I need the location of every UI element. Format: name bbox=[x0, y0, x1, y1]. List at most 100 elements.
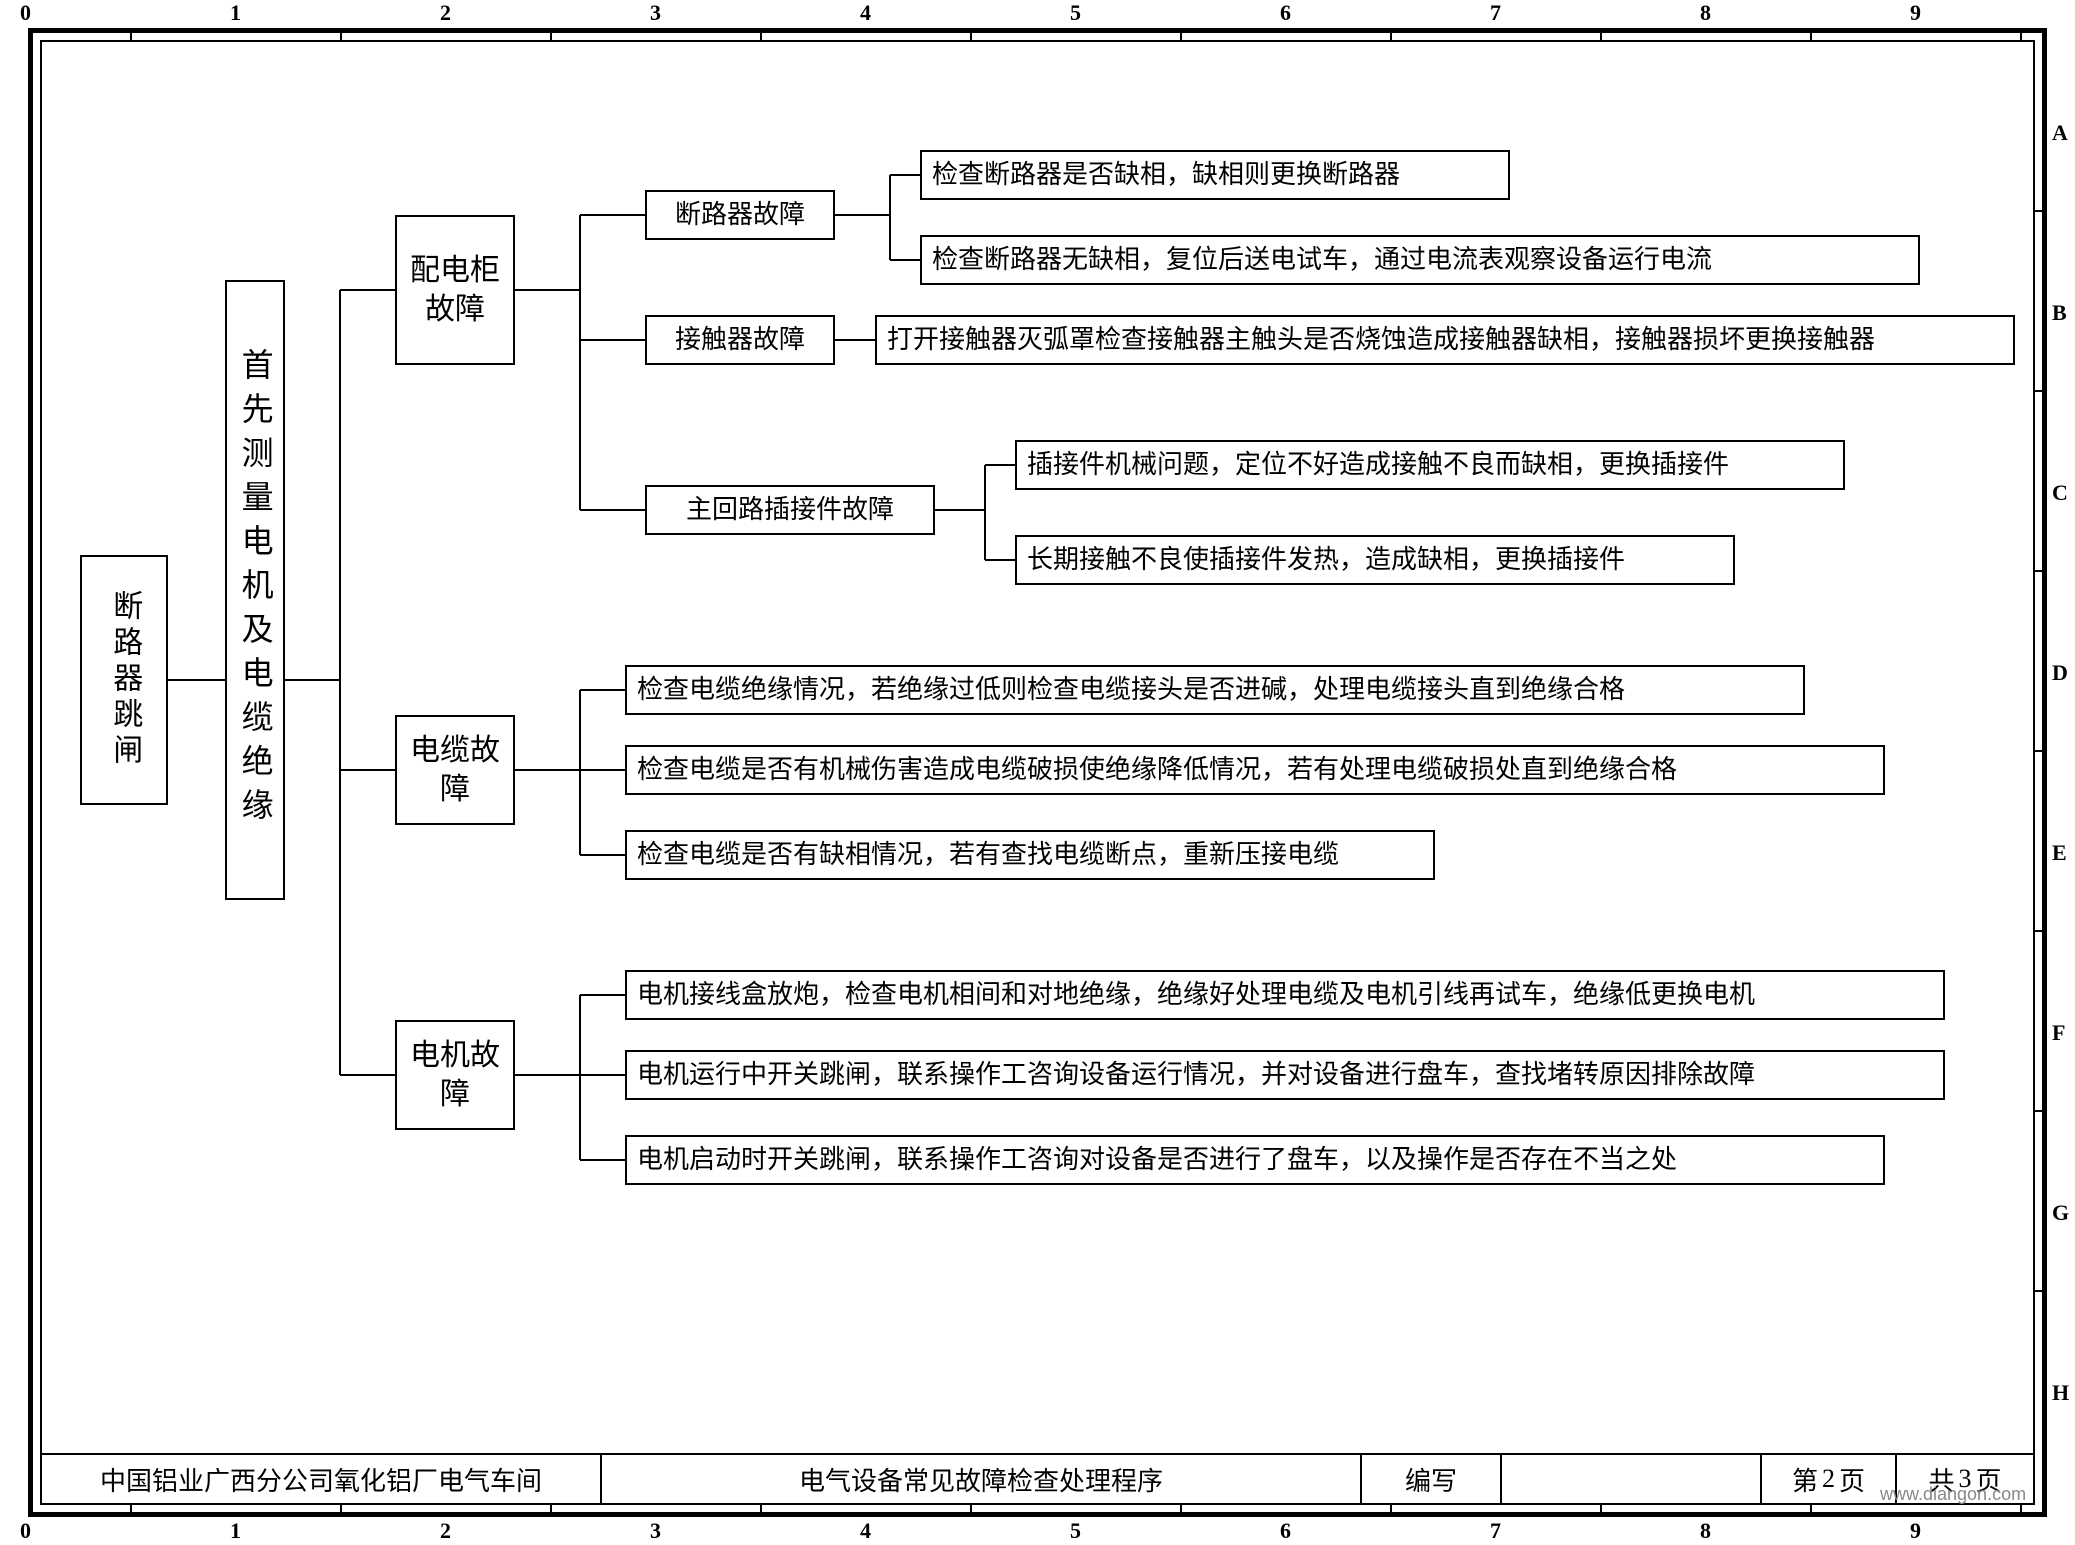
page-prefix: 第 bbox=[1792, 1461, 1818, 1498]
tick bbox=[2033, 1110, 2047, 1112]
title-main: 电气设备常见故障检查处理程序 bbox=[602, 1455, 1362, 1503]
node-sub3-label: 主回路插接件故障 bbox=[686, 492, 894, 527]
leaf-text: 打开接触器灭弧罩检查接触器主触头是否烧蚀造成接触器缺相，接触器损坏更换接触器 bbox=[887, 322, 1875, 357]
leaf-text: 检查电缆绝缘情况，若绝缘过低则检查电缆接头是否进碱，处理电缆接头直到绝缘合格 bbox=[637, 672, 1625, 707]
node-sub2-label: 接触器故障 bbox=[675, 322, 805, 357]
ruler-bot-7: 7 bbox=[1490, 1518, 1501, 1544]
tick bbox=[1600, 28, 1602, 42]
node-b3-leaf1: 电机接线盒放炮，检查电机相间和对地绝缘，绝缘好处理电缆及电机引线再试车，绝缘低更… bbox=[625, 970, 1945, 1020]
node-sub1-label: 断路器故障 bbox=[675, 197, 805, 232]
tick bbox=[1180, 1503, 1182, 1517]
ruler-bot-9: 9 bbox=[1910, 1518, 1921, 1544]
ruler-r-B: B bbox=[2052, 300, 2067, 326]
watermark: www.diangon.com bbox=[1880, 1484, 2026, 1505]
leaf-text: 电机接线盒放炮，检查电机相间和对地绝缘，绝缘好处理电缆及电机引线再试车，绝缘低更… bbox=[637, 977, 1755, 1012]
node-root-label: 断路器跳闸 bbox=[104, 590, 145, 770]
leaf-text: 检查电缆是否有缺相情况，若有查找电缆断点，重新压接电缆 bbox=[637, 837, 1339, 872]
ruler-top-2: 2 bbox=[440, 0, 451, 26]
node-root: 断路器跳闸 bbox=[80, 555, 168, 805]
ruler-top-9: 9 bbox=[1910, 0, 1921, 26]
tick bbox=[130, 1503, 132, 1517]
tick bbox=[550, 1503, 552, 1517]
tick bbox=[1600, 1503, 1602, 1517]
ruler-r-G: G bbox=[2052, 1200, 2069, 1226]
ruler-bot-6: 6 bbox=[1280, 1518, 1291, 1544]
tick bbox=[1810, 28, 1812, 42]
page-num: 2 bbox=[1822, 1464, 1835, 1494]
tick bbox=[2033, 750, 2047, 752]
ruler-bot-1: 1 bbox=[230, 1518, 241, 1544]
node-branch1-label: 配电柜故障 bbox=[407, 251, 503, 329]
node-sub2-leaf1: 打开接触器灭弧罩检查接触器主触头是否烧蚀造成接触器缺相，接触器损坏更换接触器 bbox=[875, 315, 2015, 365]
node-stage1-label: 首先测量电机及电缆绝缘 bbox=[233, 348, 276, 832]
tick bbox=[760, 1503, 762, 1517]
node-sub1-leaf1: 检查断路器是否缺相，缺相则更换断路器 bbox=[920, 150, 1510, 200]
node-b3-leaf2: 电机运行中开关跳闸，联系操作工咨询设备运行情况，并对设备进行盘车，查找堵转原因排… bbox=[625, 1050, 1945, 1100]
ruler-r-D: D bbox=[2052, 660, 2068, 686]
node-b2-leaf3: 检查电缆是否有缺相情况，若有查找电缆断点，重新压接电缆 bbox=[625, 830, 1435, 880]
tick bbox=[340, 28, 342, 42]
ruler-top-8: 8 bbox=[1700, 0, 1711, 26]
ruler-top-1: 1 bbox=[230, 0, 241, 26]
ruler-bot-3: 3 bbox=[650, 1518, 661, 1544]
ruler-r-C: C bbox=[2052, 480, 2068, 506]
tick bbox=[760, 28, 762, 42]
tick bbox=[1390, 28, 1392, 42]
tick bbox=[1810, 1503, 1812, 1517]
leaf-text: 检查断路器无缺相，复位后送电试车，通过电流表观察设备运行电流 bbox=[932, 242, 1712, 277]
leaf-text: 长期接触不良使插接件发热，造成缺相，更换插接件 bbox=[1027, 542, 1625, 577]
ruler-r-H: H bbox=[2052, 1380, 2069, 1406]
node-stage1: 首先测量电机及电缆绝缘 bbox=[225, 280, 285, 900]
tick bbox=[1390, 1503, 1392, 1517]
node-branch3: 电机故障 bbox=[395, 1020, 515, 1130]
node-sub2: 接触器故障 bbox=[645, 315, 835, 365]
ruler-bot-8: 8 bbox=[1700, 1518, 1711, 1544]
ruler-top-7: 7 bbox=[1490, 0, 1501, 26]
tick bbox=[2033, 210, 2047, 212]
tick bbox=[2020, 28, 2022, 42]
ruler-top-3: 3 bbox=[650, 0, 661, 26]
node-branch3-label: 电机故障 bbox=[407, 1036, 503, 1114]
tick bbox=[2033, 570, 2047, 572]
ruler-r-F: F bbox=[2052, 1020, 2065, 1046]
page-suffix: 页 bbox=[1839, 1461, 1865, 1498]
node-sub3: 主回路插接件故障 bbox=[645, 485, 935, 535]
title-org: 中国铝业广西分公司氧化铝厂电气车间 bbox=[42, 1455, 602, 1503]
tick bbox=[2033, 1290, 2047, 1292]
ruler-r-E: E bbox=[2052, 840, 2067, 866]
title-author-value bbox=[1502, 1455, 1762, 1503]
node-sub3-leaf1: 插接件机械问题，定位不好造成接触不良而缺相，更换插接件 bbox=[1015, 440, 1845, 490]
tick bbox=[1180, 28, 1182, 42]
tick bbox=[970, 1503, 972, 1517]
node-branch2: 电缆故障 bbox=[395, 715, 515, 825]
ruler-bot-0: 0 bbox=[20, 1518, 31, 1544]
tick bbox=[2033, 930, 2047, 932]
node-b3-leaf3: 电机启动时开关跳闸，联系操作工咨询对设备是否进行了盘车，以及操作是否存在不当之处 bbox=[625, 1135, 1885, 1185]
tick bbox=[550, 28, 552, 42]
node-b2-leaf1: 检查电缆绝缘情况，若绝缘过低则检查电缆接头是否进碱，处理电缆接头直到绝缘合格 bbox=[625, 665, 1805, 715]
ruler-bot-2: 2 bbox=[440, 1518, 451, 1544]
tick bbox=[2020, 1503, 2022, 1517]
title-author-label: 编写 bbox=[1362, 1455, 1502, 1503]
ruler-top-6: 6 bbox=[1280, 0, 1291, 26]
node-sub3-leaf2: 长期接触不良使插接件发热，造成缺相，更换插接件 bbox=[1015, 535, 1735, 585]
node-branch2-label: 电缆故障 bbox=[407, 731, 503, 809]
tick bbox=[970, 28, 972, 42]
leaf-text: 检查断路器是否缺相，缺相则更换断路器 bbox=[932, 157, 1400, 192]
leaf-text: 电机启动时开关跳闸，联系操作工咨询对设备是否进行了盘车，以及操作是否存在不当之处 bbox=[637, 1142, 1677, 1177]
title-page-current: 第 2 页 bbox=[1762, 1455, 1897, 1503]
title-block: 中国铝业广西分公司氧化铝厂电气车间 电气设备常见故障检查处理程序 编写 第 2 … bbox=[42, 1453, 2035, 1503]
node-sub1-leaf2: 检查断路器无缺相，复位后送电试车，通过电流表观察设备运行电流 bbox=[920, 235, 1920, 285]
tick bbox=[2033, 390, 2047, 392]
tick bbox=[340, 1503, 342, 1517]
ruler-bot-5: 5 bbox=[1070, 1518, 1081, 1544]
ruler-r-A: A bbox=[2052, 120, 2068, 146]
leaf-text: 检查电缆是否有机械伤害造成电缆破损使绝缘降低情况，若有处理电缆破损处直到绝缘合格 bbox=[637, 752, 1677, 787]
node-b2-leaf2: 检查电缆是否有机械伤害造成电缆破损使绝缘降低情况，若有处理电缆破损处直到绝缘合格 bbox=[625, 745, 1885, 795]
ruler-bot-4: 4 bbox=[860, 1518, 871, 1544]
drawing-canvas: 0 1 2 3 4 5 6 7 8 9 0 1 2 3 4 5 6 7 8 9 … bbox=[0, 0, 2075, 1545]
leaf-text: 插接件机械问题，定位不好造成接触不良而缺相，更换插接件 bbox=[1027, 447, 1729, 482]
leaf-text: 电机运行中开关跳闸，联系操作工咨询设备运行情况，并对设备进行盘车，查找堵转原因排… bbox=[637, 1057, 1755, 1092]
tick bbox=[130, 28, 132, 42]
ruler-top-4: 4 bbox=[860, 0, 871, 26]
